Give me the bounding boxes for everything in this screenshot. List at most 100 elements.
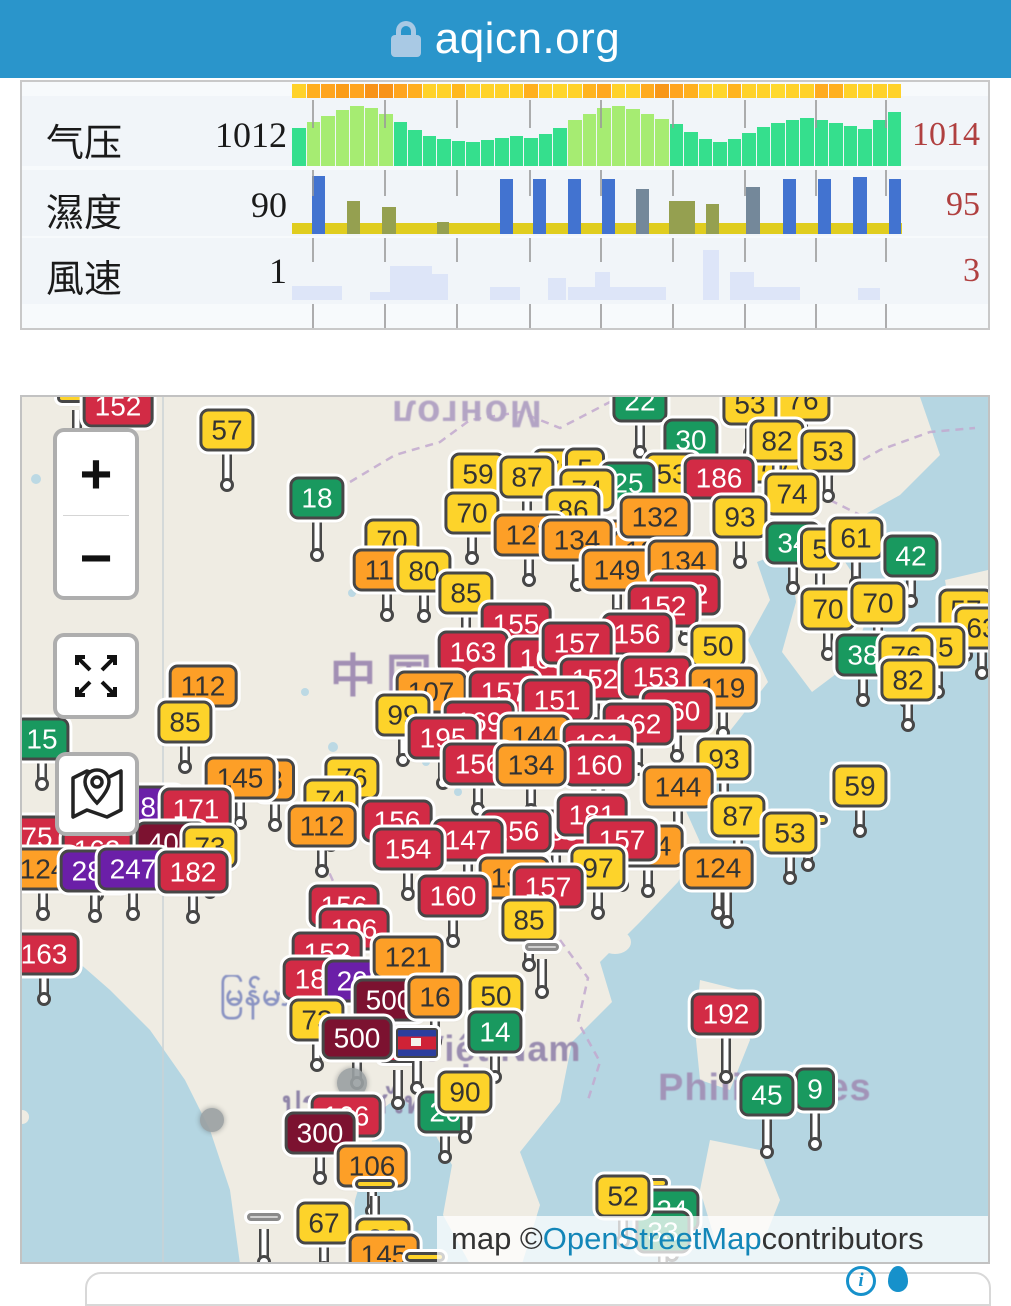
marker-stem-dot <box>88 909 102 923</box>
fullscreen-button[interactable] <box>53 633 139 719</box>
pressure-bar <box>509 136 524 166</box>
aqi-badge[interactable]: 151 <box>521 678 593 722</box>
aqi-badge[interactable]: 247 <box>97 847 169 891</box>
aqi-badge[interactable]: 52 <box>595 1174 651 1218</box>
aqi-badge[interactable]: 87 <box>710 794 766 838</box>
aqi-badge[interactable]: 154 <box>372 827 444 871</box>
layers-button[interactable] <box>55 752 139 836</box>
wind-bar <box>730 272 754 300</box>
aqi-badge[interactable]: 147 <box>432 818 504 862</box>
aqi-badge[interactable]: 50 <box>690 624 746 668</box>
grid-tick <box>672 304 674 328</box>
aqi-badge[interactable]: 42 <box>883 534 939 578</box>
pressure-bar <box>379 114 393 166</box>
flag-marker[interactable] <box>396 1028 438 1058</box>
wind-value: 1 <box>269 251 287 291</box>
openstreetmap-link[interactable]: OpenStreetMap <box>542 1221 762 1256</box>
zoom-in-button[interactable]: + <box>79 442 113 505</box>
aqi-badge[interactable]: 124 <box>682 846 754 890</box>
marker-stem <box>467 525 477 555</box>
aqi-badge[interactable]: 53 <box>800 429 856 473</box>
aqi-badge[interactable]: 57 <box>199 408 255 452</box>
aqi-badge[interactable]: 156 <box>442 742 514 786</box>
aqi-strip-bar <box>408 84 422 98</box>
aqi-badge[interactable]: 82 <box>880 658 936 702</box>
aqi-badge[interactable]: 18 <box>289 476 345 520</box>
aqi-badge[interactable]: 149 <box>581 548 653 592</box>
location-pin-icon[interactable] <box>888 1266 908 1292</box>
aqi-badge[interactable] <box>525 943 559 951</box>
info-icon[interactable]: i <box>846 1266 876 1296</box>
pressure-value: 1012 <box>215 115 287 155</box>
marker-stem-dot <box>783 871 797 885</box>
aqi-badge[interactable]: 9 <box>795 1067 835 1111</box>
aqi-badge[interactable]: 93 <box>712 495 768 539</box>
aqi-badge[interactable]: 182 <box>157 850 229 894</box>
aqi-badge[interactable]: 134 <box>541 518 613 562</box>
marker-stem-dot <box>733 555 747 569</box>
aqi-badge[interactable]: 186 <box>683 456 755 500</box>
aqi-badge[interactable]: 163 <box>22 932 80 976</box>
grid-tick <box>456 100 458 128</box>
aqi-badge[interactable]: 85 <box>501 898 557 942</box>
aqi-badge[interactable]: 67 <box>296 1201 352 1245</box>
fullscreen-icon <box>75 655 117 697</box>
aqi-badge[interactable]: 160 <box>563 743 635 787</box>
aqi-badge[interactable]: 152 <box>82 397 154 428</box>
marker-stem <box>403 861 413 891</box>
marker-stem-dot <box>396 753 410 767</box>
aqi-badge[interactable]: 70 <box>444 491 500 535</box>
aqi-badge[interactable]: 80 <box>396 549 452 593</box>
aqi-badge[interactable]: 112 <box>287 804 357 848</box>
aqi-badge[interactable]: 156 <box>601 612 673 656</box>
aqi-badge[interactable]: 16 <box>407 975 463 1019</box>
aqi-badge[interactable]: 160 <box>417 874 489 918</box>
aqi-badge[interactable]: 134 <box>495 743 567 787</box>
aqi-badge[interactable]: 132 <box>619 495 691 539</box>
aqi-badge[interactable]: 50 <box>468 974 524 1018</box>
aqi-badge[interactable]: 53 <box>762 811 818 855</box>
marker-stem <box>537 959 547 989</box>
marker-stem-dot <box>786 581 800 595</box>
aqi-badge[interactable]: 155 <box>480 602 552 646</box>
zoom-out-button[interactable]: − <box>79 526 113 589</box>
aqi-badge[interactable]: 192 <box>690 992 762 1036</box>
marker-stem <box>713 880 723 910</box>
aqi-badge[interactable]: 85 <box>157 700 213 744</box>
marker-stem <box>370 1196 380 1226</box>
aqi-badge[interactable]: 82 <box>749 419 805 463</box>
marker-stem-dot <box>380 608 394 622</box>
station-dot[interactable] <box>200 1108 224 1132</box>
pressure-bar <box>800 118 814 166</box>
aqi-badge[interactable]: 70 <box>800 587 856 631</box>
aqi-badge[interactable]: 45 <box>739 1073 795 1117</box>
aqi-badge[interactable]: 157 <box>541 621 613 665</box>
aqi-badge[interactable]: 145 <box>348 1233 420 1262</box>
aqi-badge[interactable] <box>355 1179 395 1189</box>
station-dot[interactable] <box>337 1068 367 1098</box>
aqi-badge[interactable]: 70 <box>850 581 906 625</box>
aqi-badge[interactable]: 22 <box>612 397 668 423</box>
aqi-strip-bar <box>742 84 756 98</box>
marker-stem <box>858 667 868 697</box>
marker-stem-dot <box>633 445 647 459</box>
aqi-badge[interactable]: 500 <box>321 1016 393 1060</box>
wind-bar <box>754 287 800 300</box>
grid-tick <box>600 100 602 128</box>
aqi-badge[interactable]: 76 <box>775 397 831 422</box>
aqi-badge[interactable] <box>247 1213 281 1221</box>
aqi-badge[interactable]: 144 <box>642 765 714 809</box>
aqi-badge[interactable]: 14 <box>467 1010 523 1054</box>
aqi-badge[interactable]: 61 <box>828 516 884 560</box>
aqi-badge[interactable]: 87 <box>499 455 555 499</box>
aqi-badge[interactable]: 121 <box>372 935 444 979</box>
marker-stem <box>430 1009 440 1039</box>
aqi-badge[interactable]: 74 <box>764 472 820 516</box>
pressure-bar <box>655 119 669 166</box>
aqi-badge[interactable]: 163 <box>437 630 509 674</box>
aqi-badge[interactable]: 90 <box>437 1070 493 1114</box>
aqi-badge[interactable]: 59 <box>450 452 506 496</box>
aqi-badge[interactable]: 59 <box>832 764 888 808</box>
